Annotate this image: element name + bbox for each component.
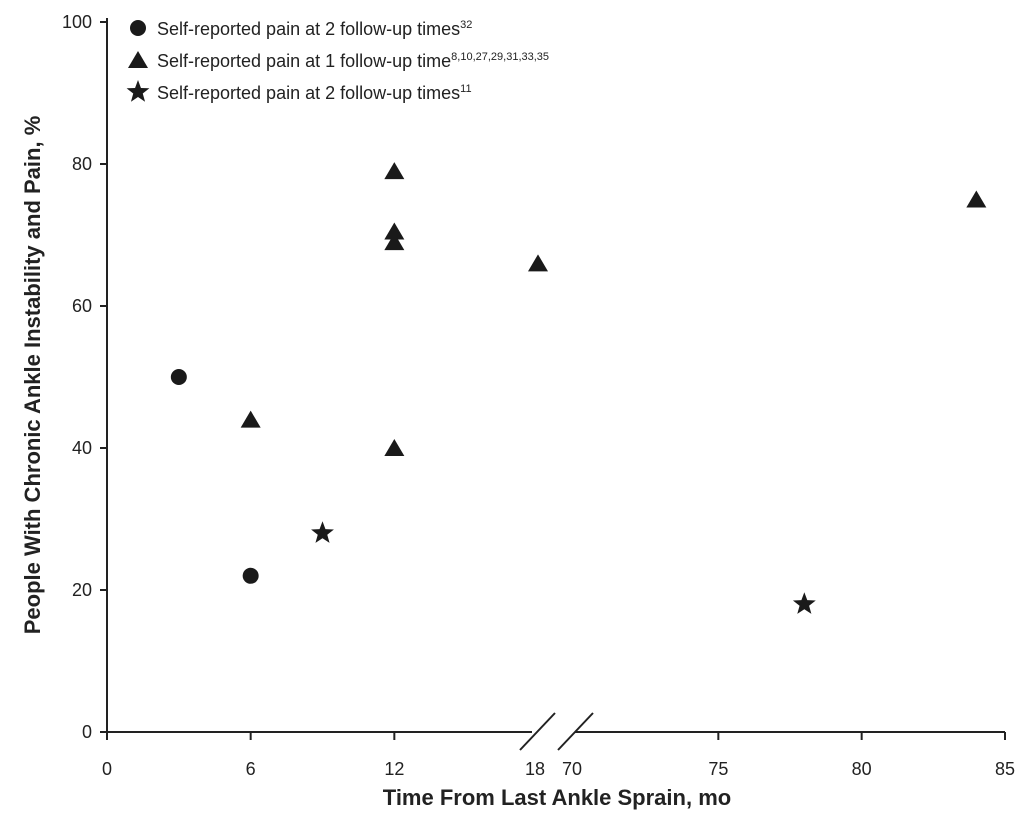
y-axis-title: People With Chronic Ankle Instability an… [20, 116, 45, 635]
y-tick-label-0: 0 [82, 722, 92, 742]
x-tick-label-85: 85 [995, 759, 1015, 779]
y-tick-label-40: 40 [72, 438, 92, 458]
legend-entry-2: Self-reported pain at 1 follow-up time8,… [157, 51, 549, 71]
axis-break-mark-right [557, 712, 594, 751]
x-tick-label-0: 0 [102, 759, 112, 779]
series-2-triangle-point-2 [384, 162, 405, 180]
legend-circle-icon [130, 20, 146, 36]
tick-group [100, 21, 1006, 740]
y-tick-label-60: 60 [72, 296, 92, 316]
y-tick-label-100: 100 [62, 12, 92, 32]
legend-entry-3-reference: 11 [460, 83, 471, 95]
series-3-star-point-1 [311, 521, 334, 543]
legend-entry-1: Self-reported pain at 2 follow-up times3… [157, 19, 472, 39]
legend-star-icon [126, 80, 150, 102]
legend-entry-1-reference: 32 [460, 19, 472, 31]
legend-triangle-icon [128, 51, 148, 68]
legend: Self-reported pain at 2 follow-up times3… [126, 19, 549, 103]
x-tick-label-75: 75 [708, 759, 728, 779]
series-1-circle-point-2 [242, 567, 259, 584]
x-tick-label-80: 80 [852, 759, 872, 779]
series-2-triangle-point-3 [384, 222, 405, 240]
series-3-star-point-2 [792, 592, 816, 614]
series-2-triangle-point-1 [240, 410, 261, 428]
series-2-triangle-point-4 [384, 233, 405, 251]
legend-entry-3: Self-reported pain at 2 follow-up times1… [157, 83, 472, 103]
series-1-circle-point-1 [170, 369, 187, 385]
x-tick-label-18: 18 [525, 759, 545, 779]
x-tick-label-6: 6 [246, 759, 256, 779]
y-tick-label-80: 80 [72, 154, 92, 174]
series-2-triangle-point-6 [528, 254, 548, 272]
x-tick-label-70: 70 [562, 759, 582, 779]
axes [106, 18, 1005, 751]
data-marks [170, 162, 987, 614]
x-tick-label-12: 12 [384, 759, 404, 779]
axis-break-mark-left [519, 712, 556, 751]
y-tick-label-20: 20 [72, 580, 92, 600]
tick-label-group: 0 20 40 60 80 100 0 6 12 18 70 75 80 85 [62, 12, 1015, 779]
x-axis-title: Time From Last Ankle Sprain, mo [383, 785, 731, 810]
legend-entry-2-reference: 8,10,27,29,31,33,35 [451, 51, 549, 63]
series-2-triangle-point-5 [384, 439, 405, 456]
series-2-triangle-point-7 [966, 190, 987, 208]
